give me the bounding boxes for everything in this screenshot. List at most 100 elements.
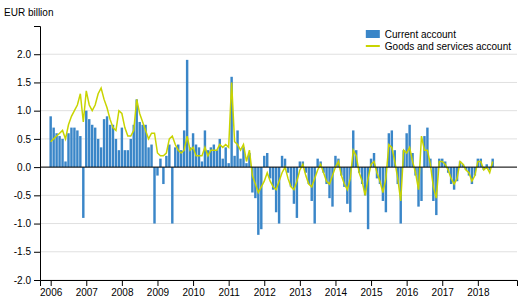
bar — [260, 167, 262, 229]
bar — [150, 145, 152, 168]
tick: 2018 — [467, 280, 490, 298]
bar — [70, 128, 72, 168]
bar — [147, 147, 149, 167]
tick-label: 2017 — [432, 287, 455, 298]
tick-label: 2014 — [325, 287, 348, 298]
bar — [420, 167, 422, 201]
bar — [121, 128, 123, 168]
bar — [76, 130, 78, 167]
line — [51, 82, 493, 201]
tick-label: 2016 — [396, 287, 419, 298]
bar — [296, 167, 298, 218]
bar — [219, 139, 221, 167]
tick: 2008 — [111, 280, 134, 298]
bar — [52, 128, 54, 168]
tick-label: -2.0 — [14, 275, 32, 286]
tick-label: 2015 — [360, 287, 383, 298]
bar — [162, 167, 164, 184]
bar — [216, 150, 218, 167]
bar — [85, 111, 87, 167]
grid — [40, 54, 517, 280]
bar — [171, 167, 173, 223]
tick-mark — [51, 280, 52, 286]
bar — [382, 167, 384, 201]
tick: 2015 — [360, 280, 383, 298]
tick-mark — [478, 280, 479, 286]
tick-mark — [34, 167, 40, 168]
tick: 2016 — [396, 280, 419, 298]
bar — [109, 125, 111, 167]
bar — [153, 167, 155, 223]
tick: 2013 — [289, 280, 312, 298]
tick-mark — [122, 280, 123, 286]
bar — [112, 125, 114, 167]
tick-label: 0.0 — [17, 162, 31, 173]
tick-mark — [34, 111, 40, 112]
tick-label: -0.5 — [14, 190, 32, 201]
legend-label: Current account — [385, 29, 456, 40]
bar — [73, 128, 75, 168]
tick: 2006 — [40, 280, 63, 298]
bar — [91, 125, 93, 167]
bar — [130, 139, 132, 167]
tick-mark — [34, 139, 40, 140]
tick-mark — [229, 280, 230, 286]
bar-series — [49, 60, 493, 235]
tick-label: 0.5 — [17, 134, 31, 145]
tick: -2.0 — [14, 275, 40, 286]
tick: 1.5 — [17, 77, 40, 88]
tick-label: 2010 — [182, 287, 205, 298]
plot-area — [49, 60, 493, 235]
tick: 0.0 — [17, 162, 40, 173]
tick-label: 2013 — [289, 287, 312, 298]
tick-label: 2011 — [218, 287, 240, 298]
x-axis: 2006 2007 2008 2009 2010 2011 2012 2013 2014 2015… — [40, 280, 517, 298]
bar — [67, 133, 69, 167]
legend-item: Goods and services account — [366, 41, 511, 52]
tick-label: 2012 — [254, 287, 277, 298]
bar — [58, 136, 60, 167]
tick-mark — [34, 280, 40, 281]
bar — [236, 130, 238, 167]
tick-mark — [407, 280, 408, 286]
tick-mark — [34, 252, 40, 253]
bar — [168, 145, 170, 168]
legend-item: Current account — [366, 29, 456, 40]
tick-label: -1.5 — [14, 246, 32, 257]
bar — [222, 159, 224, 167]
tick: 2007 — [76, 280, 99, 298]
bar — [287, 167, 289, 173]
legend: Current accountGoods and services accoun… — [363, 27, 514, 53]
bar — [174, 147, 176, 167]
tick-label: 2006 — [40, 287, 63, 298]
tick: -0.5 — [14, 190, 40, 201]
bar — [138, 122, 140, 167]
tick: 2017 — [432, 280, 455, 298]
bar — [423, 136, 425, 167]
zero-line — [40, 167, 517, 168]
bar — [257, 167, 259, 235]
bar — [79, 136, 81, 167]
tick-label: 1.5 — [17, 77, 31, 88]
tick: 2012 — [254, 280, 277, 298]
axis-title: EUR billion — [4, 7, 53, 18]
tick: 2009 — [147, 280, 170, 298]
bar — [233, 156, 235, 167]
bar — [186, 60, 188, 167]
chart: 2006 2007 2008 2009 2010 2011 2012 2013 2014 2015… — [0, 0, 529, 302]
bar — [88, 119, 90, 167]
tick-label: 2008 — [111, 287, 134, 298]
bar — [278, 167, 280, 223]
tick-label: 1.0 — [17, 105, 31, 116]
tick-mark — [34, 82, 40, 83]
bar — [156, 167, 158, 175]
y-axis: -2.0-1.5-1.0-0.50.00.51.01.52.0 — [14, 27, 41, 286]
bar — [115, 139, 117, 167]
bar — [198, 147, 200, 167]
legend-swatch — [366, 45, 380, 47]
grid-line — [40, 54, 517, 55]
bar — [55, 133, 57, 167]
legend-swatch — [366, 30, 380, 38]
bar — [82, 167, 84, 218]
tick-mark — [34, 195, 40, 196]
